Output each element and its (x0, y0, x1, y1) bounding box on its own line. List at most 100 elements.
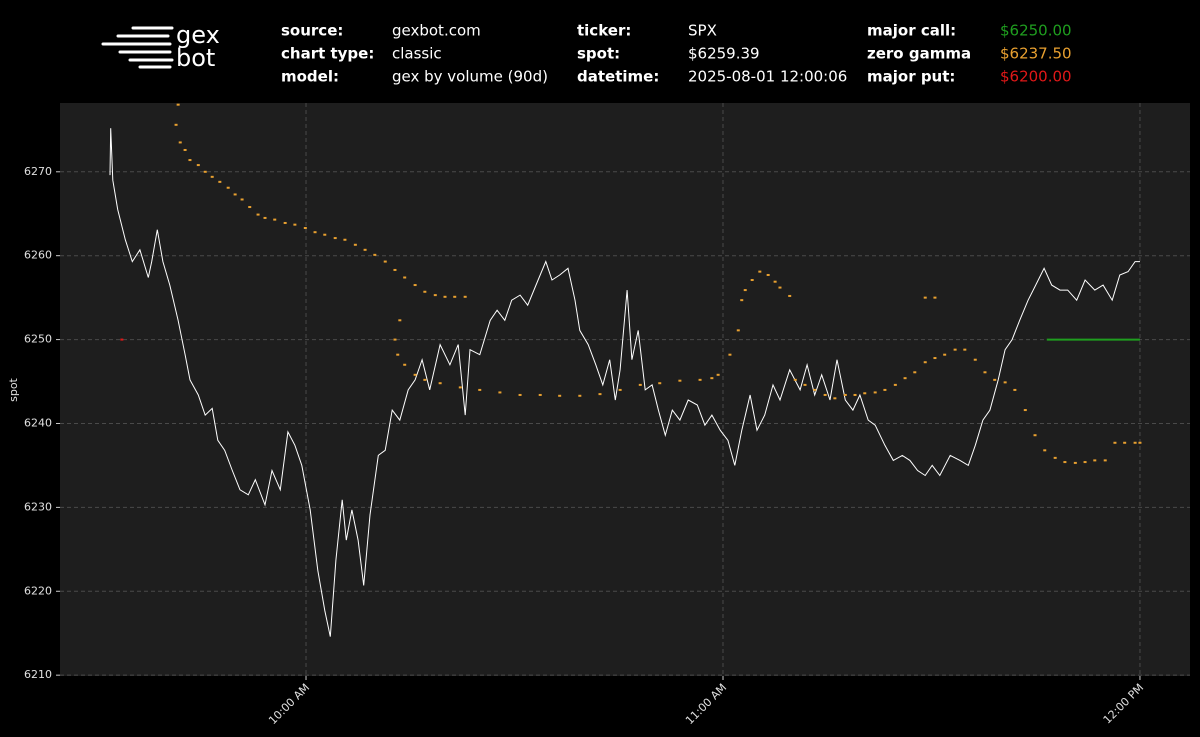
x-tick-label: 12:00 PM (1101, 681, 1146, 726)
series-dot (196, 164, 200, 167)
series-dot (438, 382, 442, 385)
y-tick-label: 6270 (24, 165, 52, 178)
series-dot (403, 276, 407, 279)
series-dot (750, 279, 754, 282)
y-axis-label: spot (7, 377, 20, 401)
series-dot (758, 270, 762, 273)
field-label: zero gamma (867, 45, 971, 63)
series-dot (233, 193, 237, 196)
series-dot (903, 377, 907, 380)
series-dot (183, 148, 187, 151)
series-dot (973, 358, 977, 361)
series-dot (398, 319, 402, 322)
series-dot (188, 159, 192, 162)
series-dot (203, 170, 207, 173)
series-dot (833, 397, 837, 400)
series-dot (1083, 461, 1087, 464)
field-value: $6237.50 (1000, 45, 1072, 63)
series-dot (433, 294, 437, 297)
series-dot (423, 378, 427, 381)
series-dot (403, 363, 407, 366)
logo-text: gex (176, 21, 220, 49)
series-dot (343, 238, 347, 241)
y-tick-label: 6250 (24, 333, 52, 346)
x-tick-label: 11:00 AM (683, 681, 729, 727)
series-dot (813, 388, 817, 391)
series-dot (658, 382, 662, 385)
series-dot (453, 295, 457, 298)
series-dot (710, 377, 714, 380)
series-dot (1033, 434, 1037, 437)
series-dot (1138, 441, 1142, 444)
series-dot (1023, 409, 1027, 412)
series-dot (883, 388, 887, 391)
plot-area (60, 103, 1190, 676)
field-value: SPX (688, 22, 717, 40)
series-dot (1013, 388, 1017, 391)
header-fields: source: gexbot.com chart type: classic model… (281, 22, 1072, 86)
series-dot (778, 286, 782, 289)
field-value: $6259.39 (688, 45, 760, 63)
x-tick-label: 10:00 AM (266, 681, 312, 727)
series-dot (913, 371, 917, 374)
series-dot (788, 294, 792, 297)
field-value: $6200.00 (1000, 68, 1072, 86)
series-dot (363, 248, 367, 251)
series-dot (943, 353, 947, 356)
series-line (109, 128, 1140, 637)
series-dot (678, 379, 682, 382)
field-label: major call: (867, 22, 956, 40)
field-value: classic (392, 45, 442, 63)
series-dot (256, 213, 260, 216)
series-dot (933, 296, 937, 299)
series-dot (558, 394, 562, 397)
series-dot (323, 233, 327, 236)
series-dot (618, 388, 622, 391)
series-dot (823, 393, 827, 396)
series-dot (803, 383, 807, 386)
series-dot (743, 289, 747, 292)
series-dot (263, 216, 267, 219)
series-dot (218, 180, 222, 183)
series-dot (736, 329, 740, 332)
series-dot (993, 378, 997, 381)
series-dot (174, 123, 178, 126)
field-label: chart type: (281, 45, 374, 63)
series-dot (283, 221, 287, 224)
field-value: $6250.00 (1000, 22, 1072, 40)
series-dot (396, 353, 400, 356)
series-dot (538, 393, 542, 396)
series-dot (1003, 381, 1007, 384)
series-dot (843, 393, 847, 396)
series-dot (1073, 461, 1077, 464)
series-dot (853, 393, 857, 396)
series-dot (293, 223, 297, 226)
series-dot (443, 295, 447, 298)
logo (101, 26, 174, 69)
series-dot (578, 394, 582, 397)
series-dot (698, 378, 702, 381)
series-dot (210, 175, 214, 178)
series-dot (413, 373, 417, 376)
series-dot (518, 393, 522, 396)
series-dot (478, 388, 482, 391)
y-tick-label: 6230 (24, 500, 52, 513)
series-dot (983, 371, 987, 374)
series-dot (923, 361, 927, 364)
series-dot (333, 237, 337, 240)
field-value: 2025-08-01 12:00:06 (688, 68, 847, 86)
series-dot (498, 391, 502, 394)
series-dot (933, 357, 937, 360)
logo-text: bot (176, 44, 215, 72)
series-dot (728, 353, 732, 356)
series-dot (740, 299, 744, 302)
field-label: ticker: (577, 22, 631, 40)
field-label: spot: (577, 45, 620, 63)
series-dot (120, 338, 124, 341)
series-dot (176, 103, 180, 106)
field-label: datetime: (577, 68, 659, 86)
series-dot (1043, 449, 1047, 452)
series-dot (863, 392, 867, 395)
series-dot (393, 268, 397, 271)
